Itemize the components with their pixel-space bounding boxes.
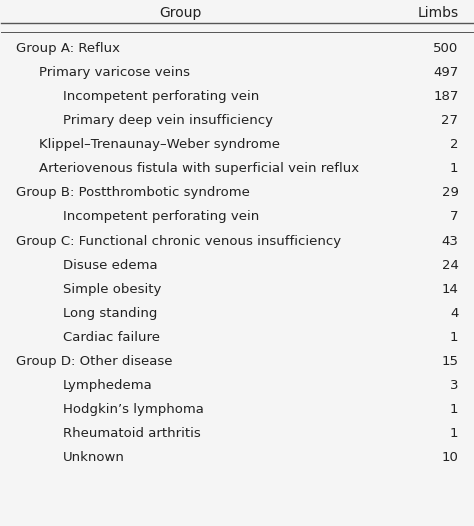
Text: Klippel–Trenaunay–Weber syndrome: Klippel–Trenaunay–Weber syndrome <box>39 138 280 151</box>
Text: 27: 27 <box>441 114 458 127</box>
Text: 187: 187 <box>433 90 458 103</box>
Text: Arteriovenous fistula with superficial vein reflux: Arteriovenous fistula with superficial v… <box>39 163 359 175</box>
Text: 43: 43 <box>442 235 458 248</box>
Text: 29: 29 <box>442 186 458 199</box>
Text: 15: 15 <box>441 355 458 368</box>
Text: Incompetent perforating vein: Incompetent perforating vein <box>63 90 259 103</box>
Text: Long standing: Long standing <box>63 307 157 320</box>
Text: 7: 7 <box>450 210 458 224</box>
Text: Group B: Postthrombotic syndrome: Group B: Postthrombotic syndrome <box>16 186 249 199</box>
Text: Hodgkin’s lymphoma: Hodgkin’s lymphoma <box>63 403 203 416</box>
Text: 497: 497 <box>433 66 458 79</box>
Text: Rheumatoid arthritis: Rheumatoid arthritis <box>63 427 201 440</box>
Text: Group C: Functional chronic venous insufficiency: Group C: Functional chronic venous insuf… <box>16 235 341 248</box>
Text: 10: 10 <box>442 451 458 464</box>
Text: Lymphedema: Lymphedema <box>63 379 153 392</box>
Text: Primary varicose veins: Primary varicose veins <box>39 66 190 79</box>
Text: Incompetent perforating vein: Incompetent perforating vein <box>63 210 259 224</box>
Text: Limbs: Limbs <box>417 6 458 19</box>
Text: 1: 1 <box>450 163 458 175</box>
Text: Group: Group <box>159 6 201 19</box>
Text: Disuse edema: Disuse edema <box>63 259 157 271</box>
Text: Cardiac failure: Cardiac failure <box>63 331 160 344</box>
Text: 500: 500 <box>433 42 458 55</box>
Text: 4: 4 <box>450 307 458 320</box>
Text: 1: 1 <box>450 427 458 440</box>
Text: 24: 24 <box>442 259 458 271</box>
Text: 2: 2 <box>450 138 458 151</box>
Text: 1: 1 <box>450 403 458 416</box>
Text: Group A: Reflux: Group A: Reflux <box>16 42 119 55</box>
Text: 3: 3 <box>450 379 458 392</box>
Text: Simple obesity: Simple obesity <box>63 282 161 296</box>
Text: Primary deep vein insufficiency: Primary deep vein insufficiency <box>63 114 273 127</box>
Text: 1: 1 <box>450 331 458 344</box>
Text: 14: 14 <box>442 282 458 296</box>
Text: Group D: Other disease: Group D: Other disease <box>16 355 172 368</box>
Text: Unknown: Unknown <box>63 451 125 464</box>
